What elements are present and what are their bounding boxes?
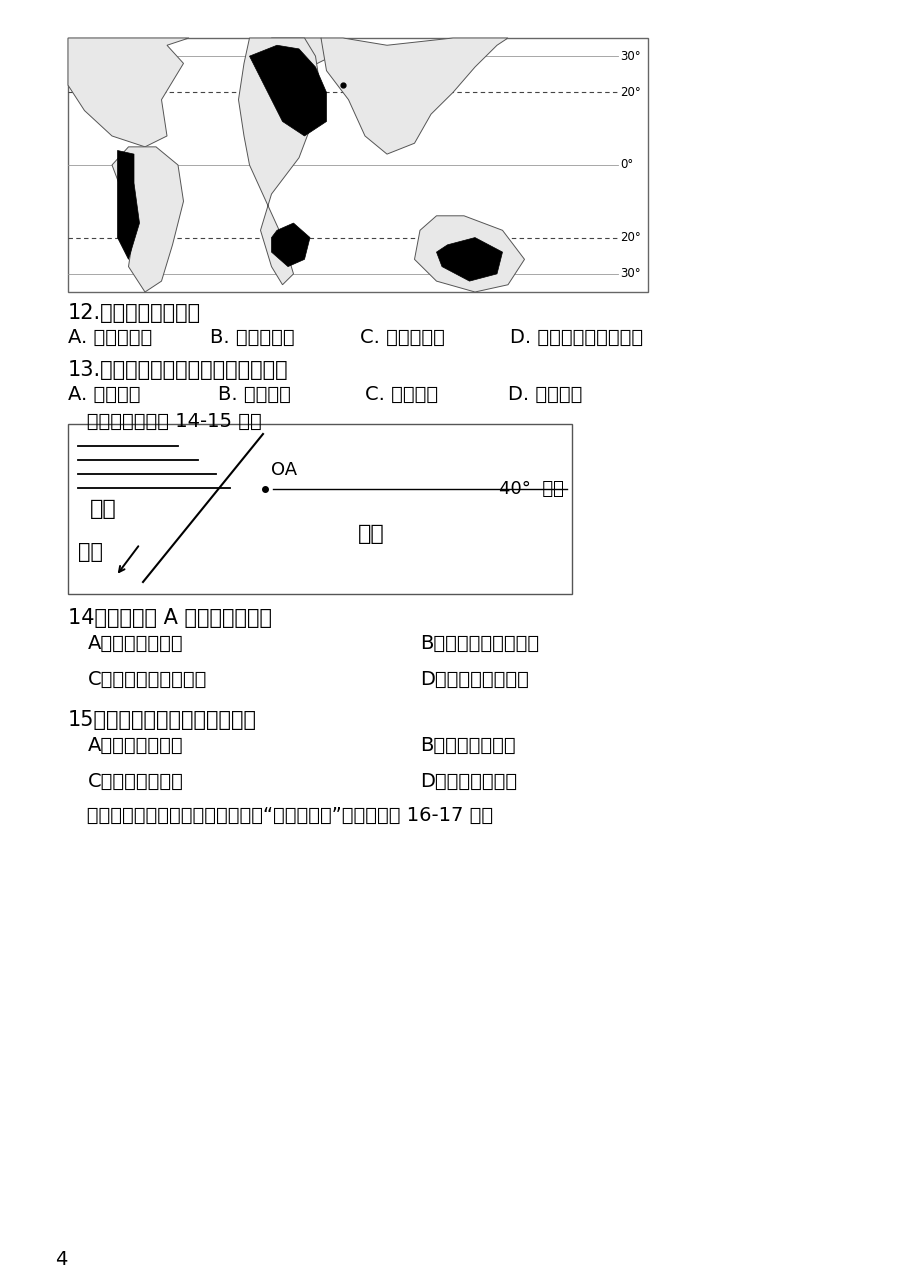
Text: A．增温增湿作用: A．增温增湿作用 <box>88 736 184 755</box>
Text: OA: OA <box>271 461 297 479</box>
Text: A．为地中海气候: A．为地中海气候 <box>88 634 184 654</box>
Polygon shape <box>271 38 332 74</box>
Text: 读图，回答下面 14-15 题。: 读图，回答下面 14-15 题。 <box>68 412 262 431</box>
Text: B. 热带草原带: B. 热带草原带 <box>210 327 294 347</box>
Polygon shape <box>271 223 310 266</box>
Bar <box>68 38 647 292</box>
Text: B．为温带海洋性气候: B．为温带海洋性气候 <box>420 634 539 654</box>
Polygon shape <box>414 215 524 292</box>
Text: 20°: 20° <box>619 231 640 245</box>
Text: D．降温增湿作用: D．降温增湿作用 <box>420 772 516 791</box>
Text: 30°: 30° <box>619 268 640 280</box>
Text: B．降温减湿作用: B．降温减湿作用 <box>420 736 515 755</box>
Text: 海洋: 海洋 <box>90 499 117 519</box>
Text: C．增温减湿作用: C．增温减湿作用 <box>88 772 184 791</box>
Text: C. 大气环流: C. 大气环流 <box>365 385 437 404</box>
Text: 下图中阴影区域的陆地为世界葡萄“黄金种植带”，据此完成 16-17 题。: 下图中阴影区域的陆地为世界葡萄“黄金种植带”，据此完成 16-17 题。 <box>68 806 493 826</box>
Polygon shape <box>68 38 188 147</box>
Text: 20°: 20° <box>619 85 640 99</box>
Text: 洋流: 洋流 <box>78 541 103 562</box>
Text: D. 亚热带常绿硬叶林带: D. 亚热带常绿硬叶林带 <box>509 327 642 347</box>
Text: D. 地形地势: D. 地形地势 <box>507 385 582 404</box>
Bar <box>68 424 572 594</box>
Text: C. 热带荒漠带: C. 热带荒漠带 <box>359 327 445 347</box>
Polygon shape <box>249 46 326 136</box>
Polygon shape <box>112 147 183 292</box>
Text: A. 热带雨林带: A. 热带雨林带 <box>68 327 152 347</box>
Text: B. 洋流性质: B. 洋流性质 <box>218 385 290 404</box>
Text: 15．图中洋流对沿岸地区可起到: 15．图中洋流对沿岸地区可起到 <box>68 710 256 730</box>
Polygon shape <box>436 237 502 282</box>
Text: A. 纬度位置: A. 纬度位置 <box>68 385 141 404</box>
Polygon shape <box>238 38 321 285</box>
Text: C．为亚热带季风气候: C．为亚热带季风气候 <box>88 670 207 689</box>
Text: 30°: 30° <box>619 50 640 62</box>
Text: 40°  纬线: 40° 纬线 <box>499 479 563 498</box>
Text: 陆地: 陆地 <box>357 525 384 544</box>
Text: 4: 4 <box>55 1250 67 1269</box>
Text: 12.该自然带的名称是: 12.该自然带的名称是 <box>68 303 201 324</box>
Text: 13.影响该自然带分布的最主要因素是: 13.影响该自然带分布的最主要因素是 <box>68 361 289 380</box>
Text: 0°: 0° <box>619 158 632 172</box>
Text: 14．关于图中 A 地叙述正确的是: 14．关于图中 A 地叙述正确的是 <box>68 608 272 628</box>
Text: D．为温带季风气候: D．为温带季风气候 <box>420 670 528 689</box>
Polygon shape <box>321 38 507 154</box>
Polygon shape <box>118 150 140 260</box>
